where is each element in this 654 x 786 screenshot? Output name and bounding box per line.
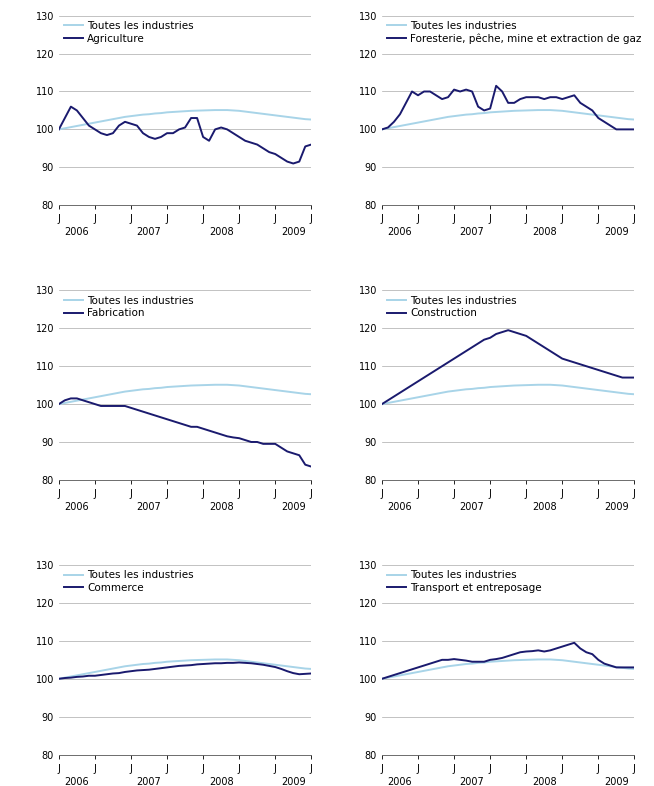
Text: 2008: 2008 [209, 227, 233, 237]
Text: 2009: 2009 [604, 227, 628, 237]
Text: 2007: 2007 [137, 777, 162, 786]
Text: 2009: 2009 [604, 777, 628, 786]
Text: 2009: 2009 [281, 227, 305, 237]
Text: 2008: 2008 [532, 777, 557, 786]
Text: 2008: 2008 [532, 227, 557, 237]
Text: 2007: 2007 [137, 502, 162, 512]
Text: 2009: 2009 [281, 777, 305, 786]
Legend: Toutes les industries, Agriculture: Toutes les industries, Agriculture [62, 19, 196, 46]
Text: 2007: 2007 [460, 227, 485, 237]
Legend: Toutes les industries, Fabrication: Toutes les industries, Fabrication [62, 293, 196, 321]
Legend: Toutes les industries, Commerce: Toutes les industries, Commerce [62, 568, 196, 595]
Text: 2009: 2009 [604, 502, 628, 512]
Text: 2008: 2008 [532, 502, 557, 512]
Text: 2007: 2007 [137, 227, 162, 237]
Text: 2008: 2008 [209, 777, 233, 786]
Legend: Toutes les industries, Foresterie, pêche, mine et extraction de gaz: Toutes les industries, Foresterie, pêche… [385, 19, 644, 46]
Legend: Toutes les industries, Construction: Toutes les industries, Construction [385, 293, 519, 321]
Text: 2006: 2006 [65, 777, 89, 786]
Text: 2008: 2008 [209, 502, 233, 512]
Text: 2007: 2007 [460, 502, 485, 512]
Text: 2006: 2006 [65, 227, 89, 237]
Text: 2006: 2006 [388, 777, 412, 786]
Text: 2006: 2006 [388, 502, 412, 512]
Text: 2006: 2006 [65, 502, 89, 512]
Text: 2007: 2007 [460, 777, 485, 786]
Text: 2009: 2009 [281, 502, 305, 512]
Legend: Toutes les industries, Transport et entreposage: Toutes les industries, Transport et entr… [385, 568, 543, 595]
Text: 2006: 2006 [388, 227, 412, 237]
